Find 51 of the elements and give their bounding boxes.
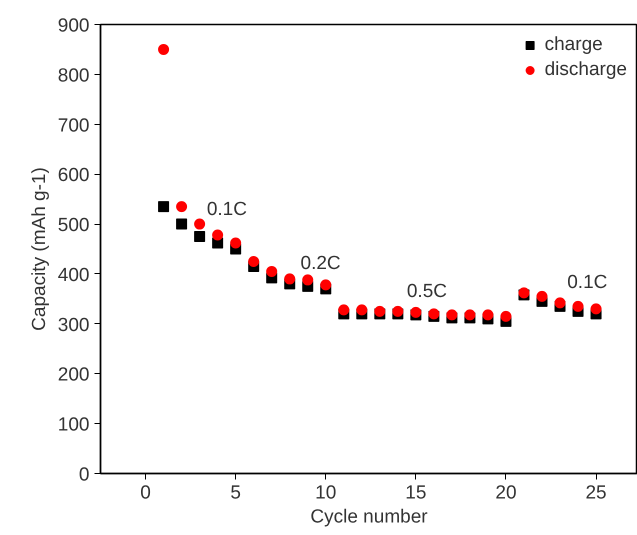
y-axis-title: Capacity (mAh g-1) xyxy=(28,167,50,331)
y-tick-label: 0 xyxy=(78,464,90,486)
point xyxy=(320,279,332,290)
y-tick-label: 100 xyxy=(58,414,90,436)
annotation: 0.1C xyxy=(567,272,608,293)
point xyxy=(284,273,296,284)
y-tick-label: 600 xyxy=(58,165,90,186)
point xyxy=(194,218,206,230)
point xyxy=(338,304,350,316)
y-tick-label: 400 xyxy=(58,264,90,286)
point xyxy=(302,274,314,286)
point xyxy=(374,306,386,317)
point xyxy=(446,309,458,320)
point xyxy=(158,201,170,212)
point xyxy=(176,218,188,230)
point xyxy=(464,309,476,320)
point xyxy=(428,308,440,320)
y-tick-label: 700 xyxy=(58,115,90,136)
x-tick-label: 20 xyxy=(495,482,517,504)
point xyxy=(482,309,494,320)
x-axis-title: Cycle number xyxy=(310,506,428,528)
annotation: 0.1C xyxy=(206,199,247,220)
point xyxy=(212,230,224,241)
point xyxy=(266,266,278,277)
point xyxy=(590,303,602,314)
y-tick-label: 300 xyxy=(58,314,90,336)
x-tick-label: 5 xyxy=(230,482,241,504)
y-tick-label: 900 xyxy=(58,16,90,36)
point xyxy=(392,306,404,317)
y-tick-label: 200 xyxy=(58,364,90,386)
point xyxy=(158,44,170,55)
point xyxy=(356,304,368,316)
x-tick-label: 15 xyxy=(405,482,426,504)
x-tick-label: 25 xyxy=(585,482,607,504)
x-tick-label: 10 xyxy=(315,482,336,504)
x-tick-label: 0 xyxy=(140,482,151,504)
point xyxy=(230,238,242,249)
point xyxy=(248,256,260,267)
point xyxy=(536,290,548,302)
point xyxy=(410,306,422,318)
point xyxy=(554,297,566,308)
point xyxy=(194,231,206,242)
y-tick-label: 800 xyxy=(58,65,90,86)
point xyxy=(500,310,512,322)
point xyxy=(572,300,584,312)
point xyxy=(176,201,188,212)
annotation: 0.5C xyxy=(406,280,447,302)
legend-label: charge xyxy=(544,34,603,56)
legend-label: discharge xyxy=(544,59,627,81)
y-tick-label: 500 xyxy=(58,215,90,236)
annotation: 0.2C xyxy=(300,252,341,274)
